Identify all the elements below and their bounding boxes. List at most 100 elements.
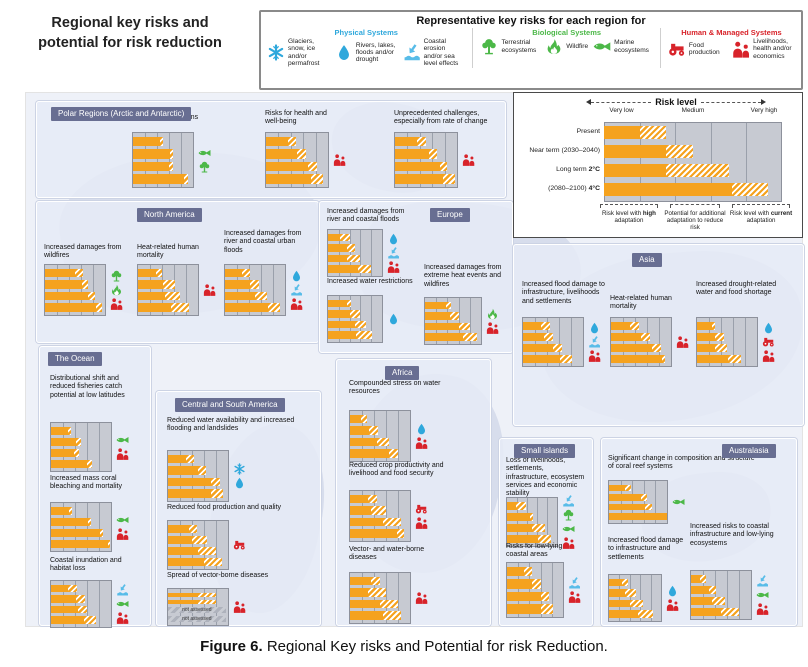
coastal-icon (116, 584, 133, 596)
risk-scale-row-label: Near term (2030–2040) (529, 147, 600, 154)
risk-label: Increased flood damage to infrastructure… (608, 537, 684, 561)
bar-hatch (523, 566, 533, 576)
gridline (374, 411, 375, 461)
risk-chart-north-america-3: Increased damages from river and coastal… (224, 230, 312, 316)
bar-row (350, 426, 410, 435)
bar-row (133, 136, 193, 146)
risk-chart-polar-2: Risks for health and well-being (265, 110, 355, 188)
risk-label: Significant change in composition and st… (608, 455, 755, 471)
bars (350, 575, 410, 621)
bar-hatch (377, 437, 389, 446)
bar-hatch (84, 616, 96, 624)
risk-icons (290, 264, 307, 316)
risk-icons (568, 562, 585, 618)
bar-row (138, 280, 198, 289)
bar-hatch (532, 579, 541, 589)
bar-solid (168, 477, 212, 486)
region-label-europe: Europe (430, 208, 470, 222)
bar-hatch (346, 299, 352, 307)
dashed-line (591, 101, 652, 103)
bar-row (266, 149, 328, 159)
bar-hatch (383, 611, 401, 620)
bar-hatch (186, 454, 195, 463)
gridline (63, 503, 64, 551)
bar-hatch (67, 426, 71, 435)
bars (266, 135, 328, 185)
bar-hatch (728, 354, 742, 363)
bar-hatch (516, 501, 526, 510)
bar-hatch (380, 599, 398, 608)
people-icon (116, 528, 133, 540)
bars (609, 483, 667, 521)
bar-row (425, 312, 481, 320)
risk-bars-box (50, 422, 112, 472)
bar-solid (328, 320, 355, 328)
risk-chart-row (349, 410, 441, 462)
coastal-icon (756, 575, 773, 587)
bar-solid (51, 595, 77, 603)
bar-hatch (640, 494, 647, 501)
legend-item-label: Food production (688, 41, 720, 57)
bar-hatch (541, 321, 550, 330)
bar-solid (328, 244, 347, 252)
bar-solid (168, 524, 189, 533)
annotation-text: Risk level with current adaptation (729, 210, 793, 225)
gridline (93, 265, 94, 315)
bar-row (168, 592, 228, 597)
bar-hatch (637, 610, 654, 618)
bar-hatch (371, 506, 386, 515)
wildfire-icon (545, 38, 563, 55)
bar-hatch (560, 354, 573, 363)
bar-row (225, 303, 285, 312)
legend-group-items: Food production Livelihoods, health and/o… (668, 38, 795, 60)
droplet-icon (233, 477, 250, 489)
risk-scale-level-label: Very high (750, 107, 778, 114)
bar-solid (51, 437, 77, 446)
bar-solid (609, 610, 638, 618)
bar-row (51, 426, 111, 435)
bar-solid (168, 599, 198, 604)
legend-item-label: Wildfire (566, 42, 589, 50)
gridline (75, 423, 76, 471)
people-icon (588, 350, 605, 362)
gridline (535, 318, 536, 366)
bars (523, 320, 583, 364)
risk-chart-australasia-2: Increased flood damage to infrastructure… (608, 537, 688, 622)
bar-row (328, 320, 382, 328)
gridline (432, 133, 434, 187)
bar-hatch (310, 174, 324, 184)
legend-group-items: Glaciers, snow, ice and/or permafrost Riv… (267, 38, 465, 68)
gridline (75, 581, 76, 627)
bar-solid (51, 528, 101, 537)
bar-row (507, 566, 563, 576)
gridline (537, 498, 538, 546)
bar-hatch (268, 303, 281, 312)
people-icon (290, 298, 307, 310)
bar-solid (133, 161, 169, 171)
risk-icons (756, 570, 773, 620)
gridline (547, 318, 548, 366)
bar-solid (138, 303, 171, 312)
bar-hatch (446, 301, 451, 309)
bar-solid (350, 506, 371, 515)
bar-solid (395, 174, 444, 184)
gridline (303, 133, 305, 187)
risk-label: Increased water restrictions (327, 278, 413, 285)
bar-row (350, 611, 410, 620)
risk-scale-annotations: Risk level with high adaptation Potential… (594, 204, 796, 231)
bar-row (507, 604, 563, 614)
bar-row (609, 484, 667, 491)
bar-hatch (463, 333, 478, 341)
risk-scale-row-label: (2080–2100) 4°C (548, 185, 600, 192)
gridline (162, 265, 163, 315)
risk-icons (762, 317, 779, 367)
bar-hatch (360, 414, 367, 423)
risk-label: Heat-related human mortality (610, 295, 672, 311)
gridline (180, 451, 181, 501)
bar-hatch (641, 332, 650, 341)
bar-hatch (630, 321, 639, 330)
bar-hatch (76, 437, 81, 446)
risk-icons (233, 588, 250, 626)
risk-scale-row-label: Long term 2°C (556, 166, 600, 173)
risk-icons (588, 317, 605, 367)
